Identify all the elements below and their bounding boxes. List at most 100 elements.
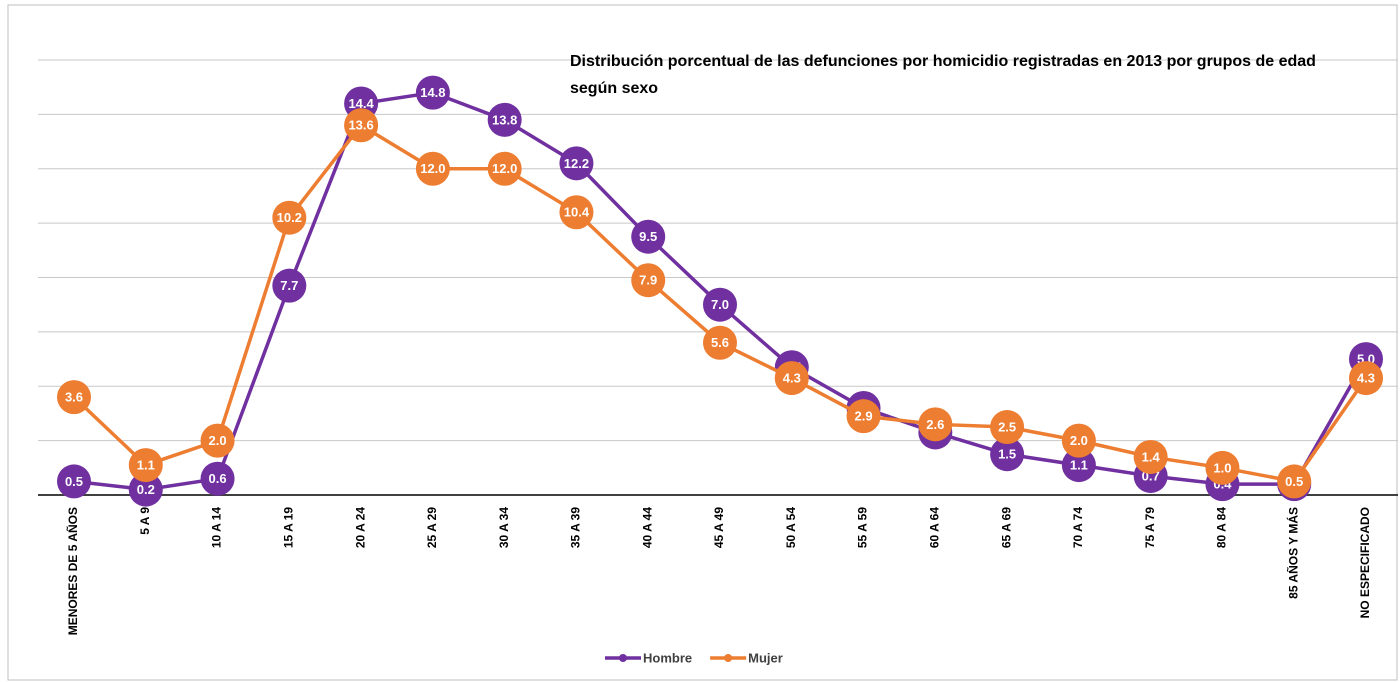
marker [774,361,809,396]
data-point: 0.5 [1277,464,1312,499]
marker [487,102,522,137]
marker [631,219,666,254]
data-point: 7.0 [703,287,737,322]
x-tick-label: 35 A 39 [569,507,583,548]
data-label: 12.0 [492,161,517,176]
marker [1061,423,1096,458]
data-point: 1.4 [1133,439,1168,474]
x-tick-label: 85 AÑOS Y MÁS [1285,507,1300,599]
data-point: 2.0 [1061,423,1096,458]
data-point: 12.2 [559,146,594,181]
marker [415,75,450,110]
marker [559,195,594,230]
marker [487,151,522,186]
data-label: 4.3 [1357,371,1375,386]
x-tick-label: 70 A 74 [1071,507,1085,548]
data-point: 14.8 [415,75,450,110]
data-point: 1.1 [1061,448,1096,483]
data-label: 2.0 [1070,433,1088,448]
x-tick-label: 40 A 44 [640,507,654,548]
marker [200,423,235,458]
data-label: 7.9 [639,273,657,288]
data-point: 10.2 [272,200,307,235]
marker [990,410,1025,445]
data-label: 14.4 [348,96,374,111]
data-label: 7.7 [280,278,298,293]
data-point: 2.5 [990,410,1025,445]
marker [415,151,450,186]
x-tick-label: 75 A 79 [1143,507,1157,548]
marker [703,325,737,360]
x-tick-label: 15 A 19 [282,507,296,548]
marker [703,287,737,322]
data-point: 2.6 [918,407,953,442]
marker [990,437,1025,472]
marker [200,461,235,496]
data-label: 9.5 [639,229,657,244]
chart-title: Distribución porcentual de las defuncion… [570,53,1316,97]
data-point: 12.0 [487,151,522,186]
marker [1061,448,1096,483]
legend-label: Mujer [748,650,783,665]
marker [128,448,163,483]
data-label: 3.6 [65,390,83,405]
marker [1349,361,1383,396]
data-label: 5.6 [711,335,729,350]
data-label: 1.5 [998,447,1016,462]
chart-frame [7,4,1398,681]
x-tick-label: 80 A 84 [1215,507,1229,548]
marker [631,263,666,298]
data-label: 7.0 [711,297,729,312]
marker [57,464,91,499]
data-point: 2.9 [846,399,881,434]
data-label: 10.2 [277,210,302,225]
data-point: 2.0 [200,423,235,458]
data-point: 1.0 [1205,450,1240,485]
data-label: 12.2 [564,156,589,171]
data-label: 2.5 [998,419,1016,434]
marker [918,407,953,442]
data-point: 12.0 [415,151,450,186]
x-tick-label: 45 A 49 [712,507,726,548]
data-point: 0.6 [200,461,235,496]
legend-marker [619,654,627,662]
data-label: 1.4 [1142,449,1161,464]
marker [846,399,881,434]
x-tick-label: 10 A 14 [210,507,224,548]
data-label: 2.6 [926,417,944,432]
x-tick-label: 25 A 29 [425,507,439,548]
data-label: 1.1 [1070,458,1088,473]
data-label: 10.4 [564,205,590,220]
data-point: 9.5 [631,219,666,254]
data-label: 4.3 [783,371,801,386]
data-label: 1.0 [1213,460,1231,475]
x-tick-label: 60 A 64 [928,507,942,548]
data-label: 12.0 [420,161,445,176]
marker [272,268,307,303]
x-tick-label: 20 A 24 [353,507,367,548]
data-label: 2.0 [209,433,227,448]
data-label: 0.5 [1285,474,1303,489]
x-tick-label: NO ESPECIFICADO [1358,507,1372,618]
data-point: 7.7 [272,268,307,303]
x-tick-label: 5 A 9 [138,507,152,535]
data-label: 13.8 [492,112,517,127]
x-tick-label: MENORES DE 5 AÑOS [65,507,80,635]
data-point: 3.6 [57,380,91,415]
data-point: 0.5 [57,464,91,499]
data-point: 0.2 [128,472,163,507]
data-point: 7.9 [631,263,666,298]
data-point: 10.4 [559,195,594,230]
x-tick-label: 65 A 69 [999,507,1013,548]
marker [1133,439,1168,474]
legend-label: Hombre [643,650,692,665]
data-point: 1.5 [990,437,1025,472]
marker [272,200,307,235]
legend-marker [724,654,733,662]
data-point: 13.6 [344,108,379,143]
data-label: 2.9 [855,409,873,424]
x-tick-label: 50 A 54 [784,507,798,548]
data-point: 4.3 [774,361,809,396]
